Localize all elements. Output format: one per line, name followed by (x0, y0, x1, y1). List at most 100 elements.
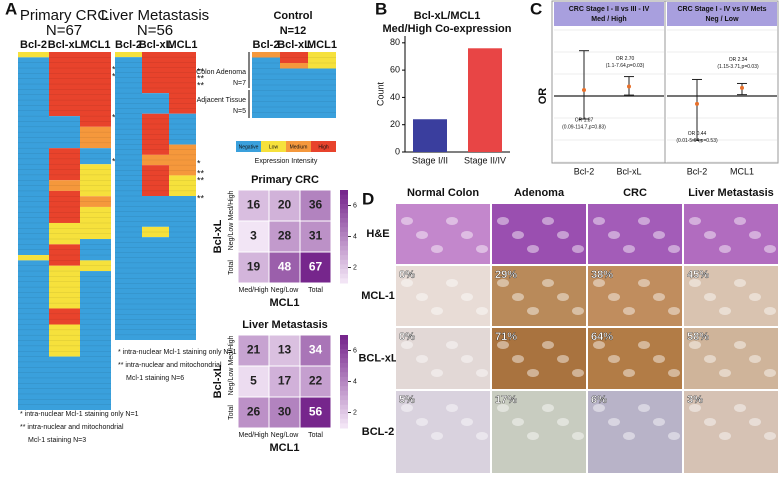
percent-label: 3% (687, 394, 703, 406)
or-text: OR 0.44 (688, 131, 707, 137)
legend-swatch (311, 141, 336, 152)
matrix-cell (268, 396, 301, 429)
gland (572, 307, 584, 315)
percent-label: 38% (591, 269, 613, 281)
marker: ** (197, 175, 205, 185)
matrix-cell (299, 365, 332, 398)
row-label: BCL-xL (358, 352, 397, 364)
gland (461, 293, 473, 301)
marker: ** (197, 168, 205, 178)
heatmap-run (142, 196, 169, 227)
micrograph (492, 391, 586, 473)
colorbar-step (340, 372, 348, 378)
or-text: (1.15-3.71,p=0.03) (717, 64, 759, 70)
or-text: OR 1.87 (575, 117, 594, 123)
heatmap-run (169, 175, 196, 196)
heatmap-run (280, 52, 308, 63)
gland (401, 217, 413, 225)
forest-header-text: Med / High (591, 16, 626, 23)
panel-label: C (530, 0, 542, 18)
column-label: Bcl-xL (139, 39, 173, 51)
legend-label: Low (269, 144, 279, 150)
bar (413, 119, 447, 152)
y-tick-label: 80 (390, 37, 400, 47)
col-label: Neg/Low (271, 287, 300, 294)
gland (623, 307, 635, 315)
percent-label: 29% (495, 269, 517, 281)
row-label: Med/High (228, 190, 235, 220)
micrograph (492, 266, 586, 326)
column-label: MCL1 (81, 39, 111, 51)
micrograph (492, 204, 586, 264)
gland (401, 279, 413, 287)
or-text: OR 2.34 (729, 57, 748, 63)
micrograph (588, 266, 682, 326)
y-axis-label: Bcl-xL (212, 219, 224, 253)
colorbar-tick-label: 6 (353, 202, 357, 209)
gland (734, 341, 746, 349)
gland (764, 245, 776, 253)
percent-label: 17% (495, 394, 517, 406)
column-label: Bcl-xL (277, 39, 311, 51)
colorbar-step (340, 278, 348, 284)
gland (476, 432, 488, 440)
gland (401, 404, 413, 412)
gland (497, 404, 509, 412)
gland (638, 404, 650, 412)
colorbar-step (340, 395, 348, 401)
heatmap-run (49, 180, 80, 191)
colorbar-step (340, 199, 348, 205)
gland (638, 279, 650, 287)
heatmap-run (49, 356, 80, 410)
y-tick-label: 0 (395, 146, 400, 156)
heatmap-run (142, 237, 169, 340)
row-label: Med/High (228, 335, 235, 365)
column-header: Adenoma (514, 187, 565, 199)
gland (719, 432, 731, 440)
heatmap-run (49, 265, 80, 309)
gland (431, 307, 443, 315)
gland (512, 418, 524, 426)
gland (416, 355, 428, 363)
chart-title: Bcl-xL/MCL1 (414, 10, 481, 22)
heatmap-run (115, 57, 142, 341)
colorbar-step (340, 236, 348, 242)
heatmap-run (49, 148, 80, 181)
matrix-title: Liver Metastasis (242, 319, 328, 331)
heatmap-run (142, 52, 169, 94)
y-axis-label: OR (537, 88, 549, 105)
or-point (695, 101, 699, 106)
row-group-label: Adjacent Tissue (197, 97, 247, 104)
heatmap-title: Liver Metastasis (101, 7, 209, 24)
matrix-cell (237, 251, 270, 284)
micrograph (588, 391, 682, 473)
gland (719, 245, 731, 253)
gland (623, 245, 635, 253)
heatmap-run (49, 244, 80, 266)
heatmap-title: Control (273, 10, 312, 22)
gland (623, 369, 635, 377)
heatmap-run (80, 260, 111, 272)
gland (572, 369, 584, 377)
row-label: BCL-2 (362, 426, 394, 438)
heatmap-run (80, 206, 111, 240)
gland (542, 279, 554, 287)
gland (704, 355, 716, 363)
gland (734, 217, 746, 225)
heatmap-run (252, 52, 280, 58)
legend-label: Medium (290, 144, 308, 150)
legend-swatch (236, 141, 261, 152)
heatmap-run (169, 113, 196, 145)
col-label: Med/High (239, 287, 269, 294)
gland (734, 279, 746, 287)
marker: ** (197, 193, 205, 203)
forest-header-text: Neg / Low (705, 16, 739, 23)
gland (608, 231, 620, 239)
heatmap-run (169, 196, 196, 340)
row-label: Neg/Low (228, 222, 235, 251)
colorbar-step (340, 367, 348, 373)
gland (653, 355, 665, 363)
matrix-value: 21 (247, 343, 261, 357)
gland (749, 231, 761, 239)
panel-label: A (5, 0, 17, 18)
